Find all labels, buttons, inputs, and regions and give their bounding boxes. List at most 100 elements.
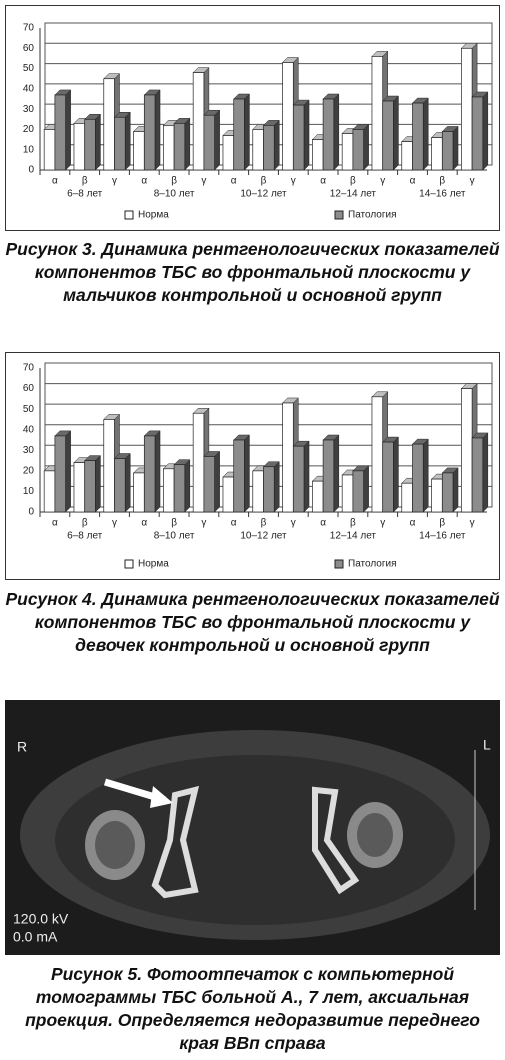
bar-side	[333, 93, 340, 171]
frame	[5, 352, 500, 580]
bar	[222, 476, 235, 513]
x-tick-label: β	[350, 176, 356, 187]
x-tick-label: β	[171, 518, 177, 529]
bar	[312, 139, 324, 171]
caption: Рисунок 3. Динамика рентгенологических п…	[5, 239, 500, 305]
bar-side	[482, 91, 489, 171]
x-tick-label: γ	[112, 518, 117, 529]
bar	[382, 441, 394, 513]
bar	[441, 472, 454, 513]
y-tick-label: 20	[23, 124, 35, 135]
bar	[431, 478, 443, 513]
bar	[173, 122, 186, 171]
bar	[371, 396, 384, 513]
image-label: 0.0 mA	[13, 929, 58, 945]
y-tick-label: 40	[23, 424, 35, 435]
bar	[143, 435, 156, 513]
x-tick-label: α	[410, 518, 416, 529]
group-label: 8–10 лет	[154, 189, 195, 200]
y-tick-label: 70	[23, 23, 35, 34]
bar	[222, 135, 235, 171]
x-tick-label: β	[439, 518, 445, 529]
image-label: 120.0 kV	[13, 911, 69, 927]
bar	[471, 437, 484, 513]
bar-side	[273, 119, 280, 171]
x-tick-label: β	[82, 176, 88, 187]
bar-side	[214, 450, 220, 513]
bar-side	[452, 125, 459, 171]
bar	[282, 62, 294, 171]
bar-side	[303, 440, 310, 513]
bar	[54, 94, 66, 171]
x-tick-label: α	[52, 176, 58, 187]
ct-image: R L 120.0 kV 0.0 mA	[5, 700, 500, 955]
x-tick-label: α	[231, 176, 237, 187]
y-tick-label: 20	[23, 465, 35, 476]
legend-swatch	[124, 559, 134, 569]
legend-swatch	[124, 210, 134, 220]
bar-side	[363, 465, 369, 513]
bar	[252, 470, 264, 513]
bar	[263, 466, 275, 513]
bar	[352, 129, 364, 171]
bar	[203, 456, 215, 513]
bar-side	[95, 454, 101, 513]
bar	[43, 129, 56, 171]
chart: 0 10 20 30 40 50 60 70 α β γ α β γ α β γ α β γ α β γ 6–8 лет 8–1…	[5, 5, 500, 231]
bar	[192, 412, 205, 513]
bar-side	[244, 93, 250, 171]
x-tick-label: α	[52, 518, 58, 529]
bar	[173, 464, 186, 513]
bar-side	[154, 430, 161, 513]
bar	[292, 445, 305, 513]
legend-label: Патология	[348, 210, 397, 221]
x-tick-label: γ	[380, 518, 385, 529]
group-label: 8–10 лет	[154, 531, 195, 542]
bar-side	[154, 89, 161, 171]
bar	[43, 470, 56, 513]
image-label: L	[483, 737, 491, 753]
bar-side	[482, 432, 489, 513]
bar	[114, 116, 126, 171]
bar	[322, 439, 335, 513]
bar	[401, 141, 413, 171]
bar	[133, 472, 145, 513]
bar-side	[273, 461, 280, 513]
x-tick-label: γ	[291, 518, 296, 529]
bar-side	[124, 452, 131, 513]
bar-side	[333, 434, 340, 513]
y-tick-label: 50	[23, 63, 35, 74]
x-tick-label: γ	[380, 176, 385, 187]
bar	[412, 102, 424, 171]
bar-side	[95, 113, 101, 171]
frame	[5, 5, 500, 231]
y-tick-label: 10	[23, 144, 35, 155]
bar	[114, 458, 126, 513]
x-tick-label: γ	[470, 176, 475, 187]
bar	[163, 468, 175, 513]
y-tick-label: 10	[23, 486, 35, 497]
x-tick-label: γ	[470, 518, 475, 529]
x-tick-label: α	[141, 176, 147, 187]
bar-side	[393, 95, 399, 171]
x-tick-label: β	[171, 176, 177, 187]
group-label: 10–12 лет	[240, 531, 287, 542]
bar-side	[422, 97, 429, 171]
bar	[133, 131, 145, 171]
bar	[341, 474, 354, 513]
bar	[412, 443, 424, 513]
bar	[203, 114, 215, 171]
figure-3: 0 10 20 30 40 50 60 70 α β γ α β γ α β γ α β γ α β γ 6–8 лет 8–1…	[5, 5, 500, 231]
bar	[461, 47, 473, 171]
x-tick-label: β	[350, 518, 356, 529]
bar	[312, 480, 324, 513]
caption: Рисунок 4. Динамика рентгенологических п…	[5, 589, 500, 655]
x-tick-label: β	[82, 518, 88, 529]
bar	[84, 118, 96, 171]
bar	[352, 470, 364, 513]
bar	[233, 98, 245, 171]
bar-side	[422, 438, 429, 513]
bar-side	[214, 109, 220, 171]
bar	[471, 96, 484, 171]
bar	[382, 100, 394, 171]
